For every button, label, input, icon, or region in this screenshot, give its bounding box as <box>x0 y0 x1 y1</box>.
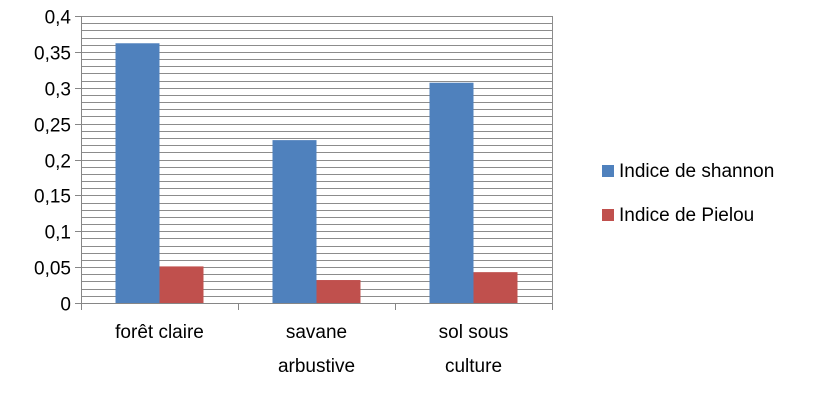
x-tick-label: savane arbustive <box>278 322 355 377</box>
legend-label: Indice de shannon <box>619 161 774 182</box>
y-tick-label: 0,3 <box>45 80 71 101</box>
legend-swatch <box>602 165 614 177</box>
x-tick-label: sol sous culture <box>439 322 509 377</box>
y-tick-label: 0,35 <box>34 44 71 65</box>
bars <box>115 43 518 303</box>
bar-shannon <box>272 140 317 303</box>
y-tick-label: 0,25 <box>34 116 71 137</box>
y-tick-label: 0 <box>60 295 71 316</box>
bar-shannon <box>115 43 160 303</box>
axes <box>75 16 553 310</box>
y-tick-label: 0,15 <box>34 187 71 208</box>
bar-pielou <box>316 280 361 303</box>
y-tick-label: 0,2 <box>45 152 71 173</box>
bar-pielou <box>473 272 518 303</box>
legend-label: Indice de Pielou <box>619 205 754 226</box>
bar-shannon <box>429 82 474 303</box>
legend: Indice de shannon Indice de Pielou <box>602 161 774 226</box>
x-tick-labels: forêt claire savane arbustive sol sous cultu… <box>115 322 508 377</box>
y-tick-labels: 0 0,05 0,1 0,15 0,2 0,25 0,3 0,35 0,4 <box>34 8 71 316</box>
x-tick-label: forêt claire <box>115 322 204 343</box>
legend-swatch <box>602 209 614 221</box>
y-tick-label: 0,4 <box>45 8 72 29</box>
y-tick-label: 0,05 <box>34 259 71 280</box>
bar-pielou <box>159 266 204 303</box>
y-tick-label: 0,1 <box>45 223 71 244</box>
